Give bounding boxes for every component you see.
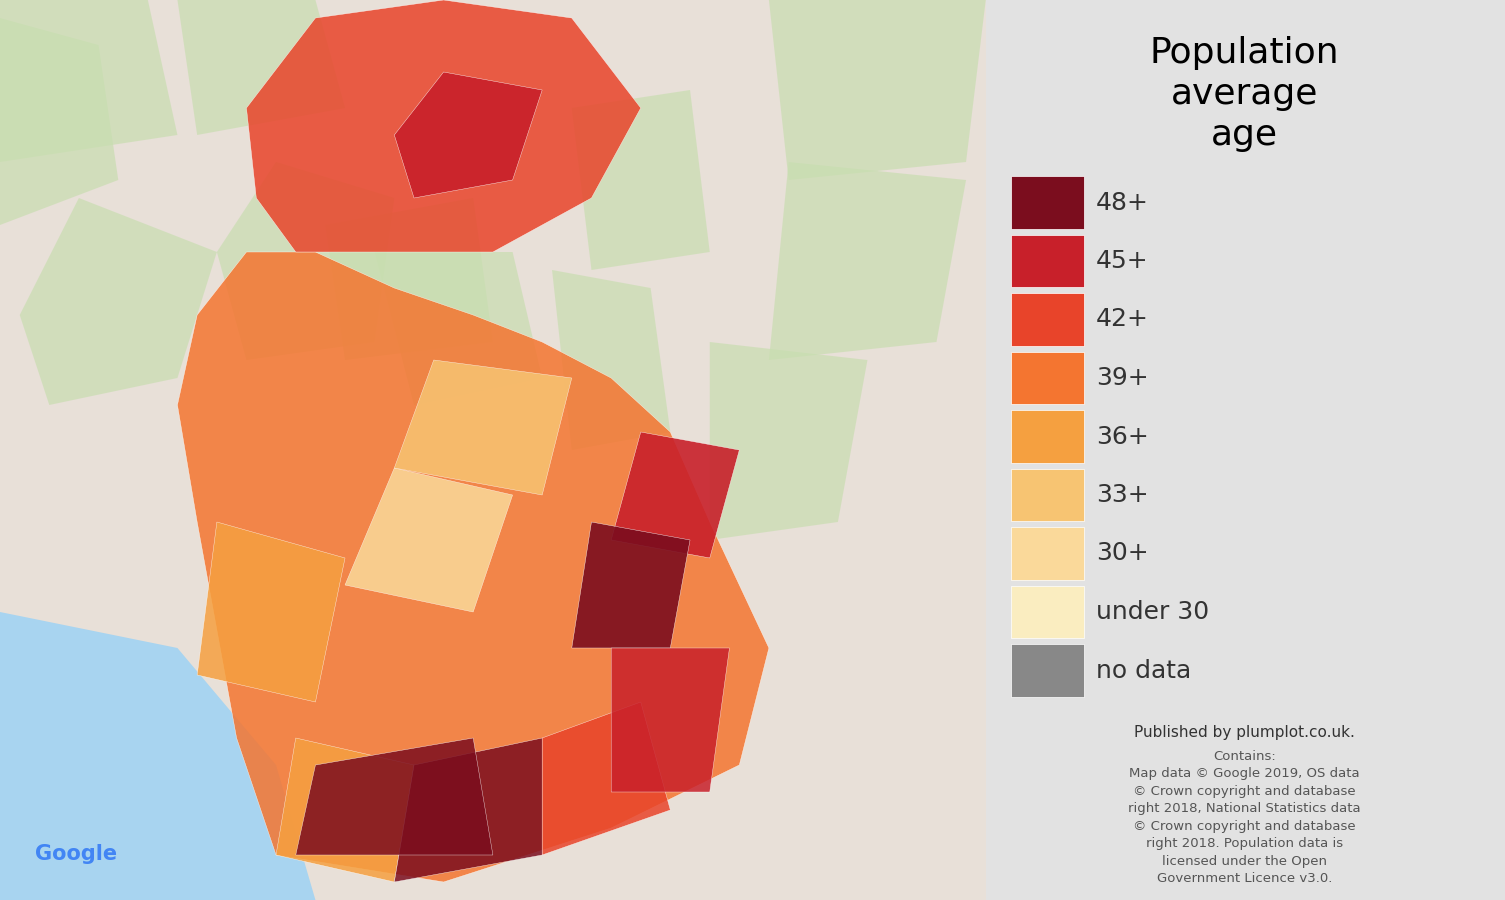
Text: under 30: under 30 [1096,600,1209,624]
Polygon shape [178,252,769,882]
Bar [1011,352,1084,404]
Polygon shape [295,738,494,855]
Bar [1011,644,1084,697]
Text: Published by plumplot.co.uk.: Published by plumplot.co.uk. [1135,724,1354,740]
Polygon shape [0,612,316,900]
Text: Contains:
Map data © Google 2019, OS data
© Crown copyright and database
right 2: Contains: Map data © Google 2019, OS dat… [1129,750,1361,886]
Polygon shape [611,648,730,792]
Polygon shape [197,522,345,702]
Bar [1011,469,1084,521]
Polygon shape [394,738,542,882]
Polygon shape [325,198,494,360]
Polygon shape [572,90,710,270]
Bar [1011,176,1084,229]
Polygon shape [247,0,641,252]
Text: 48+: 48+ [1096,191,1148,214]
Bar [1011,293,1084,346]
Text: Google: Google [35,844,116,864]
Bar [1011,235,1084,287]
Polygon shape [552,270,670,450]
Polygon shape [0,0,178,162]
Polygon shape [394,360,572,495]
Text: 42+: 42+ [1096,308,1148,331]
Polygon shape [542,702,670,855]
Text: 45+: 45+ [1096,249,1148,273]
Bar [1011,586,1084,638]
Text: Population
average
age: Population average age [1150,36,1339,151]
Text: 39+: 39+ [1096,366,1148,390]
Polygon shape [0,18,119,225]
Polygon shape [20,198,217,405]
Polygon shape [345,468,513,612]
Polygon shape [275,738,414,882]
Text: no data: no data [1096,659,1190,682]
Polygon shape [178,0,345,135]
Polygon shape [217,162,394,360]
Bar [1011,527,1084,580]
Polygon shape [375,252,542,405]
Polygon shape [769,162,966,360]
Polygon shape [572,522,689,648]
Text: 33+: 33+ [1096,483,1148,507]
Text: 30+: 30+ [1096,542,1148,565]
Text: 36+: 36+ [1096,425,1148,448]
Bar [1011,410,1084,463]
Polygon shape [611,432,739,558]
Polygon shape [394,72,542,198]
Polygon shape [769,0,986,180]
Polygon shape [710,342,867,540]
